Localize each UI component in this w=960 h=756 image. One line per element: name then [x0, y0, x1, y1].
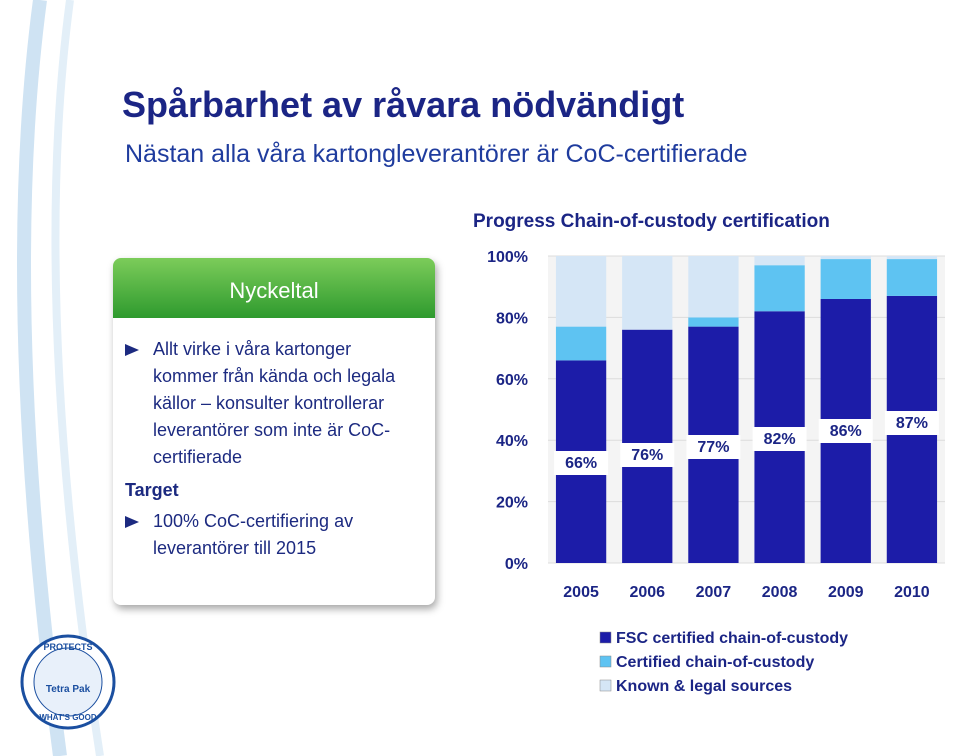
bar-segment [555, 256, 607, 327]
x-tick-label: 2010 [894, 584, 930, 601]
chart-title: Progress Chain-of-custody certification [473, 211, 830, 232]
logo-top: PROTECTS [43, 642, 92, 652]
bar-segment [688, 256, 739, 318]
logo-inner [33, 647, 103, 717]
bar-segment [688, 317, 739, 327]
bar-segment [820, 259, 871, 299]
data-label-bg [818, 419, 873, 443]
data-label-bg [686, 435, 741, 459]
slide-title: Spårbarhet av råvara nödvändigt [122, 84, 685, 125]
x-tick-label: 2005 [563, 584, 599, 601]
bar-segment [555, 326, 607, 361]
data-label: 77% [697, 439, 729, 456]
data-label-bg [554, 451, 609, 475]
legend-swatch [599, 655, 612, 668]
y-tick-label: 20% [496, 495, 528, 512]
y-tick-label: 0% [505, 556, 528, 573]
bar-segment [886, 256, 938, 260]
plot-background [548, 256, 945, 563]
panel-body: Allt virke i våra kartonger kommer från … [113, 318, 435, 562]
legend-label: Certified chain-of-custody [616, 654, 814, 671]
panel-heading: Nyckeltal [113, 258, 435, 318]
data-label: 87% [896, 415, 928, 432]
bar-segment [820, 256, 871, 260]
legend-swatch [599, 631, 612, 644]
data-label: 66% [565, 455, 597, 472]
x-tick-label: 2008 [762, 584, 798, 601]
data-label: 76% [631, 447, 663, 464]
logo-brand: Tetra Pak [46, 684, 91, 695]
x-tick-label: 2007 [696, 584, 732, 601]
x-tick-label: 2009 [828, 584, 864, 601]
data-label-bg [620, 443, 675, 467]
y-tick-label: 40% [496, 433, 528, 450]
bar-segment [886, 259, 938, 296]
bar-segment [622, 256, 673, 330]
x-tick-label: 2006 [629, 584, 665, 601]
legend-label: Known & legal sources [616, 678, 792, 695]
bar-segment [754, 256, 805, 266]
data-label-bg [884, 411, 939, 435]
data-label-bg [752, 427, 807, 451]
panel-subheading: Target [125, 480, 179, 500]
data-label: 86% [830, 423, 862, 440]
data-label: 82% [764, 431, 796, 448]
bar-segment [754, 265, 805, 312]
logo-bottom: WHAT'S GOOD [39, 713, 97, 722]
legend-label: FSC certified chain-of-custody [616, 630, 848, 647]
y-tick-label: 60% [496, 372, 528, 389]
swoosh [51, 0, 104, 756]
y-tick-label: 100% [487, 249, 528, 266]
legend-swatch [599, 679, 612, 692]
bullet: 100% CoC-certifiering av leverantörer ti… [125, 508, 415, 562]
bullet: Allt virke i våra kartonger kommer från … [125, 336, 415, 471]
slide-subtitle: Nästan alla våra kartongleverantörer är … [125, 140, 748, 168]
key-figures-panel: Nyckeltal Allt virke i våra kartonger ko… [113, 258, 435, 605]
swoosh [17, 0, 67, 756]
y-tick-label: 80% [496, 310, 528, 327]
